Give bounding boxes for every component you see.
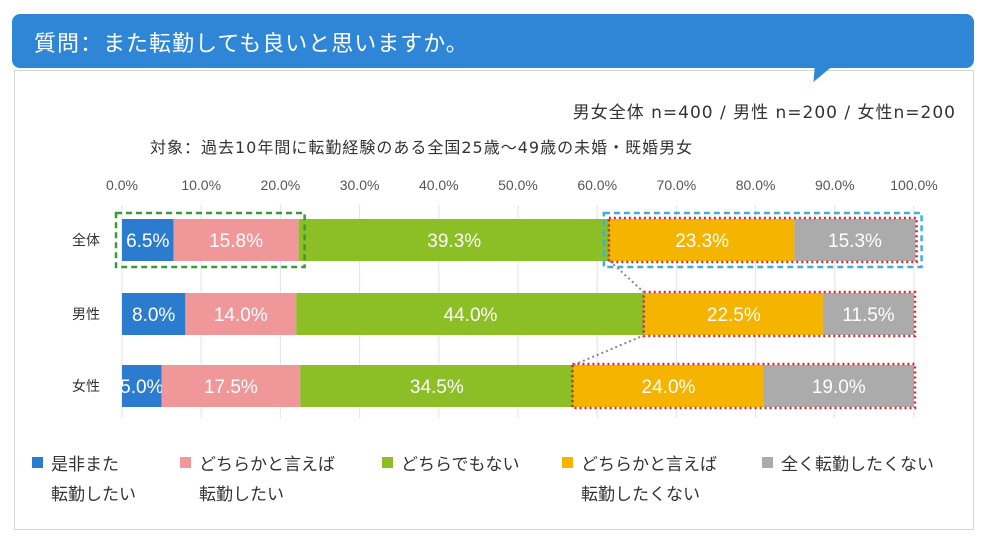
- legend-label-line1: 是非また: [51, 455, 119, 475]
- highlight-box-dotted: [571, 362, 917, 410]
- x-tick-label: 70.0%: [657, 177, 697, 193]
- x-tick-label: 40.0%: [419, 177, 459, 193]
- bar-segment: [298, 219, 610, 261]
- legend-item-neither: どちらでもない: [382, 450, 520, 480]
- bar-segment: [185, 293, 297, 335]
- category-label: 男性: [72, 307, 100, 323]
- highlight-box-dotted: [642, 290, 917, 338]
- data-label: 8.0%: [132, 305, 175, 326]
- sample-size-text: 男女全体 n=400 / 男性 n=200 / 女性n=200: [572, 103, 956, 123]
- bar-segment: [161, 365, 301, 407]
- legend-label-line1: どちらかと言えば: [581, 455, 717, 475]
- category-label: 女性: [72, 378, 100, 395]
- legend-swatch: [32, 457, 43, 468]
- x-tick-label: 90.0%: [815, 177, 855, 193]
- bar-segment: [573, 365, 764, 407]
- bar-segment: [173, 219, 299, 261]
- data-label: 39.3%: [427, 231, 481, 252]
- highlight-box-dotted: [607, 216, 918, 264]
- legend-label-line1: どちらでもない: [401, 455, 520, 475]
- bar-segment: [609, 219, 795, 261]
- legend: 是非また 転勤したい どちらかと言えば 転勤したい どちらでもない どちらかと言…: [32, 450, 972, 510]
- data-label: 11.5%: [842, 305, 895, 326]
- legend-label-line1: 全く転勤したくない: [781, 455, 934, 475]
- x-tick-label: 20.0%: [261, 177, 301, 193]
- connector-line: [573, 334, 646, 366]
- category-label: 全体: [72, 232, 100, 249]
- data-label: 22.5%: [707, 305, 761, 326]
- bar-segment: [794, 219, 916, 261]
- data-label: 5.0%: [120, 377, 163, 398]
- highlight-box-negative: [602, 211, 923, 269]
- bar-segment: [122, 219, 174, 261]
- data-label: 15.8%: [209, 231, 263, 252]
- data-label: 17.5%: [204, 377, 258, 398]
- data-label: 6.5%: [126, 231, 169, 252]
- legend-swatch: [762, 457, 773, 468]
- data-label: 15.3%: [828, 231, 882, 252]
- question-banner: 質問：また転勤しても良いと思いますか。: [12, 14, 974, 68]
- data-label: 14.0%: [214, 305, 268, 326]
- x-tick-label: 30.0%: [340, 177, 380, 193]
- x-tick-label: 0.0%: [106, 177, 138, 193]
- legend-label-line2: 転勤したい: [199, 485, 284, 505]
- legend-item-neutral-want: どちらかと言えば 転勤したい: [180, 450, 335, 510]
- x-tick-label: 10.0%: [181, 177, 221, 193]
- bar-segment: [296, 293, 645, 335]
- bar-segment: [300, 365, 574, 407]
- bar-segment: [122, 293, 186, 335]
- legend-label-line2: 転勤したい: [51, 485, 136, 505]
- bar-segment: [122, 365, 162, 407]
- legend-item-want-again: 是非また 転勤したい: [32, 450, 136, 510]
- legend-label-line1: どちらかと言えば: [199, 455, 335, 475]
- x-tick-label: 80.0%: [736, 177, 776, 193]
- question-text: 質問：また転勤しても良いと思いますか。: [34, 32, 469, 57]
- highlight-boxes: [114, 211, 923, 410]
- legend-item-not-at-all: 全く転勤したくない: [762, 450, 934, 480]
- bar-segment: [644, 293, 823, 335]
- x-tick-labels: 0.0% 10.0% 20.0% 30.0% 40.0% 50.0% 60.0% 70.0% 8…: [106, 177, 938, 193]
- data-label: 34.5%: [410, 377, 464, 398]
- data-label: 23.3%: [675, 231, 729, 252]
- legend-item-neutral-not: どちらかと言えば 転勤したくない: [562, 450, 717, 510]
- bars: 6.5% 15.8% 39.3% 23.3% 15.3% 8.0% 14.0% 44.0% 22…: [120, 219, 916, 407]
- subject-text: 対象：過去10年間に転勤経験のある全国25歳〜49歳の未婚・既婚男女: [150, 138, 694, 157]
- legend-swatch: [562, 457, 573, 468]
- data-label: 19.0%: [812, 377, 866, 398]
- highlight-box-positive: [114, 211, 306, 269]
- x-tick-label: 100.0%: [890, 177, 937, 193]
- bar-segment: [822, 293, 914, 335]
- x-tick-label: 60.0%: [577, 177, 617, 193]
- data-label: 24.0%: [642, 377, 696, 398]
- data-label: 44.0%: [444, 305, 498, 326]
- legend-swatch: [382, 457, 393, 468]
- legend-swatch: [180, 457, 191, 468]
- legend-label-line2: 転勤したくない: [581, 485, 700, 505]
- x-tick-label: 50.0%: [498, 177, 538, 193]
- bar-segment: [763, 365, 914, 407]
